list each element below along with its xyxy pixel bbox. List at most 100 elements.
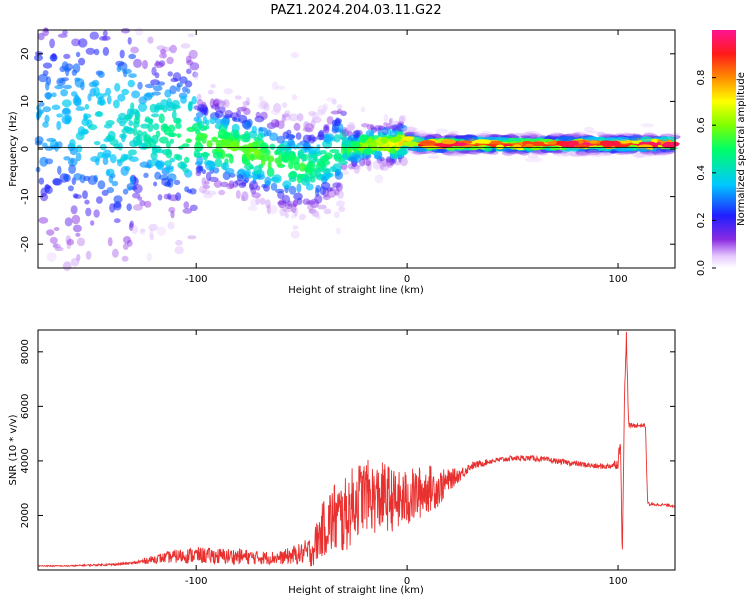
spectrogram-cell [367, 162, 372, 172]
spectrogram-cell [564, 147, 582, 152]
spectrogram-cell [117, 159, 123, 167]
spectrogram-cell [216, 98, 223, 104]
spectrogram-cell [42, 121, 49, 128]
spectrogram-cell [94, 111, 104, 118]
spectrogram-cell [640, 123, 655, 128]
snr-x-label: Height of straight line (km) [288, 585, 424, 596]
spectrogram-cell [49, 236, 58, 244]
spectrogram-cell [191, 96, 197, 105]
spectrogram-cell [137, 196, 143, 201]
spectrogram-cell [413, 132, 428, 137]
spectrogram-cell [143, 172, 149, 178]
spectrogram-cell [49, 38, 55, 49]
spectrogram-cell [319, 150, 327, 155]
spectrogram-cell [176, 84, 181, 92]
spectrogram-cell [113, 99, 120, 109]
spectrogram-cell [99, 96, 105, 106]
spectrogram-cell [139, 161, 150, 168]
spectrogram-cell [216, 143, 222, 149]
spectrogram-cell [165, 141, 171, 149]
spectrogram-cell [586, 136, 601, 142]
spectrogram-cell [214, 102, 220, 112]
spectrogram-cell [282, 180, 292, 189]
spectrogram-cell [396, 148, 407, 156]
spectrogram-cell [189, 188, 197, 195]
spectrogram-cell [236, 110, 241, 118]
spectrogram-cell [84, 103, 90, 110]
spectrogram-cell [371, 135, 380, 140]
spectrogram-cell [287, 138, 295, 147]
spectrogram-cell [286, 129, 292, 135]
spectrogram-cell [201, 189, 211, 195]
spectrogram-cell [60, 89, 68, 97]
spectrogram-cell [152, 145, 162, 153]
spectrogram-cell [184, 186, 190, 193]
spectrogram-cell [241, 191, 249, 202]
spectrogram-cell [350, 140, 361, 150]
spectrogram-cell [326, 187, 333, 192]
spectrogram-cell [164, 160, 172, 167]
spectrogram-cell [381, 127, 389, 136]
spectrogram-cell [68, 164, 76, 175]
spectrogram-cell [263, 130, 270, 137]
spectrogram-cell [102, 149, 112, 158]
spectrogram-cell [293, 206, 298, 217]
spectrogram-cell [126, 239, 133, 247]
spectrogram-cell [240, 195, 246, 202]
spectrogram-cell [75, 51, 81, 58]
spectrogram-cell [440, 139, 456, 145]
spectrogram-cell [304, 174, 310, 184]
spectrogram-cell [132, 204, 143, 211]
spectrogram-cell [488, 140, 503, 145]
spectrogram-cell [358, 135, 369, 141]
spectrogram-cell [166, 56, 174, 65]
spectrogram-cell [309, 175, 316, 183]
spectrogram-cell [123, 69, 128, 78]
spectrogram-cell [636, 147, 649, 153]
spectrogram-cell [374, 174, 384, 184]
colorbar-tick-label: 0.0 [696, 260, 707, 276]
spectrogram-cell [63, 53, 71, 60]
spectrogram-cell [400, 124, 408, 132]
spectrogram-cell [296, 113, 304, 122]
spectrogram-cell [140, 228, 146, 233]
spectrogram-y-label: Frequency (Hz) [8, 111, 19, 187]
spectrogram-cell [45, 81, 50, 91]
spectrogram-cell [220, 162, 230, 171]
x-tick-label: -100 [185, 274, 208, 285]
spectrogram-cell [295, 132, 302, 140]
spectrogram-cell [270, 119, 279, 128]
spectrogram-cell [255, 185, 261, 191]
spectrogram-cell [180, 95, 187, 104]
spectrogram-cell [207, 89, 214, 95]
spectrogram-cell [90, 220, 95, 226]
spectrogram-cell [78, 57, 86, 66]
spectrogram-cell [321, 108, 326, 115]
spectrogram-cell [290, 52, 299, 59]
spectrogram-cell [195, 136, 201, 142]
spectrogram-cell [187, 102, 193, 112]
spectrogram-cell [154, 72, 160, 79]
spectrogram-cell [380, 162, 390, 171]
spectrogram-cell [116, 65, 122, 73]
spectrogram-cell [281, 153, 289, 162]
spectrogram-cell [217, 100, 227, 107]
spectrogram-cell [109, 138, 119, 146]
spectrogram-cell [102, 30, 108, 37]
spectrogram-cell [351, 153, 362, 164]
spectrogram-cell [292, 225, 299, 230]
spectrogram-cell [321, 176, 328, 184]
spectrogram-cell [141, 131, 148, 139]
spectrogram-cell [304, 122, 314, 133]
x-tick-label: 0 [404, 576, 410, 587]
spectrogram-cell [308, 110, 317, 117]
spectrogram-cell [51, 92, 57, 98]
spectrogram-cell [284, 212, 290, 219]
spectrogram-cell [315, 146, 321, 155]
spectrogram-cell [243, 107, 251, 116]
spectrogram-cell [135, 27, 144, 36]
spectrogram-cell [64, 217, 73, 227]
spectrogram-cell [235, 190, 241, 199]
spectrogram-cell [186, 68, 192, 75]
spectrogram-cell [307, 146, 317, 154]
